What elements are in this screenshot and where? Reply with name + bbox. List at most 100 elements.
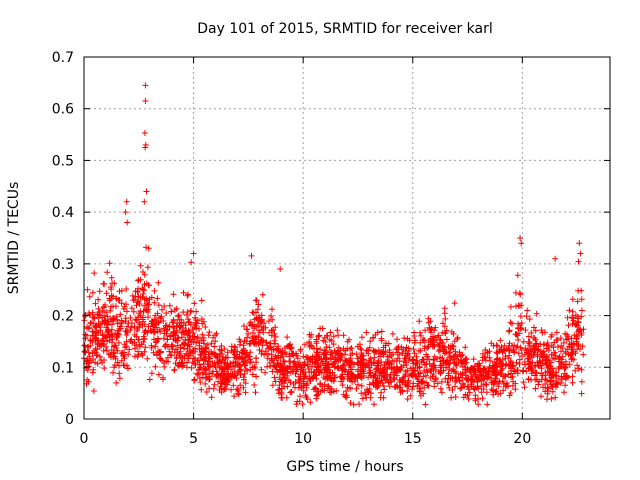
data-point <box>574 298 581 305</box>
data-point <box>145 306 152 313</box>
data-point <box>313 336 320 343</box>
data-point <box>278 364 285 371</box>
data-point <box>328 355 334 362</box>
data-point <box>515 336 522 343</box>
data-point <box>275 387 282 393</box>
data-point <box>242 389 249 396</box>
data-point <box>317 380 324 387</box>
data-point <box>417 339 424 346</box>
data-point <box>530 352 537 358</box>
data-point <box>417 332 424 339</box>
data-point <box>374 329 381 336</box>
data-point <box>453 362 460 369</box>
axis-ticks <box>83 56 610 420</box>
data-point <box>335 332 342 339</box>
data-point <box>464 383 471 390</box>
data-point <box>569 314 576 321</box>
data-point <box>201 355 208 362</box>
data-point <box>106 295 113 302</box>
data-point <box>495 391 502 398</box>
data-point <box>436 342 442 349</box>
data-point <box>335 365 342 372</box>
data-point <box>92 300 99 307</box>
data-point <box>82 331 89 338</box>
data-point <box>300 362 307 369</box>
data-point <box>154 328 161 335</box>
data-point <box>386 347 393 353</box>
data-point <box>205 332 212 339</box>
data-point <box>535 346 542 353</box>
data-point <box>411 350 418 357</box>
data-point <box>400 346 407 353</box>
data-point <box>103 324 110 331</box>
data-point <box>353 385 360 392</box>
x-tick-label: 15 <box>404 431 422 447</box>
data-point <box>545 388 551 394</box>
data-point <box>162 343 169 350</box>
data-point <box>145 314 151 321</box>
data-point <box>90 366 97 373</box>
data-point <box>249 337 256 344</box>
data-point <box>360 356 367 363</box>
data-point <box>497 346 503 353</box>
data-point <box>132 294 139 300</box>
data-point <box>92 337 99 344</box>
data-point <box>345 368 352 375</box>
data-point <box>194 370 200 377</box>
data-point <box>427 374 434 381</box>
data-point <box>137 294 144 301</box>
data-point <box>457 385 464 392</box>
data-point <box>200 357 207 363</box>
data-point <box>551 339 558 346</box>
data-point <box>97 312 104 319</box>
data-point <box>140 318 147 325</box>
data-point <box>180 289 187 296</box>
data-point <box>142 141 149 148</box>
data-point <box>341 351 348 358</box>
data-point <box>293 366 300 373</box>
data-point <box>247 366 254 373</box>
data-point <box>211 351 218 358</box>
data-point <box>520 379 527 386</box>
data-point <box>391 358 398 365</box>
data-point <box>237 371 244 378</box>
data-point <box>160 376 166 383</box>
data-point <box>526 353 533 360</box>
data-point <box>484 401 491 408</box>
data-point <box>417 347 424 354</box>
data-point <box>244 367 251 374</box>
data-point <box>474 383 481 390</box>
data-point <box>416 363 423 370</box>
data-point <box>421 367 428 374</box>
data-point <box>259 291 266 298</box>
data-point <box>265 345 272 352</box>
data-point <box>161 303 168 310</box>
data-point <box>141 348 148 355</box>
data-point <box>329 362 336 368</box>
data-point <box>109 332 116 339</box>
data-point <box>250 309 257 316</box>
data-point <box>562 382 569 389</box>
data-point <box>212 332 218 339</box>
data-point <box>218 380 225 387</box>
data-point <box>166 348 173 355</box>
data-point <box>221 346 228 352</box>
data-point <box>189 359 196 366</box>
data-point <box>450 346 457 353</box>
data-point <box>190 339 197 345</box>
data-point <box>422 327 429 334</box>
data-point <box>287 358 294 365</box>
data-point <box>103 334 110 341</box>
data-point <box>114 320 121 327</box>
data-point <box>285 377 292 384</box>
data-point <box>201 348 208 354</box>
data-point <box>445 382 452 388</box>
data-point <box>276 382 283 389</box>
data-point <box>240 358 247 365</box>
data-point <box>479 395 486 402</box>
data-point <box>143 188 150 195</box>
data-point <box>203 366 209 373</box>
data-point <box>141 198 148 205</box>
data-point <box>491 368 498 375</box>
data-point <box>332 375 338 381</box>
